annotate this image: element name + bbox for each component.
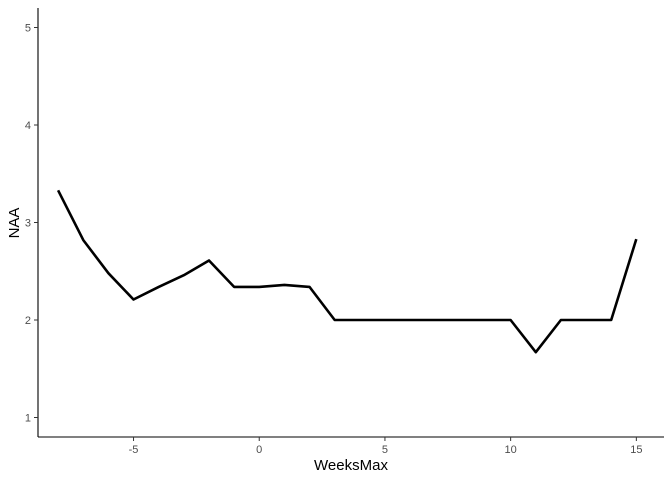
x-tick-label: 10 xyxy=(505,444,517,456)
y-tick-label: 4 xyxy=(25,120,31,132)
plot-area: -5 0 5 10 15 1 2 3 4 5 xyxy=(25,8,664,456)
x-axis-title: WeeksMax xyxy=(314,457,388,474)
x-tick-label: 0 xyxy=(256,444,262,456)
y-tick-label: 1 xyxy=(25,413,31,425)
y-tick-label: 5 xyxy=(25,23,31,35)
y-axis-title: NAA xyxy=(6,208,23,239)
x-tick-label: 5 xyxy=(382,444,388,456)
x-tick-label: -5 xyxy=(129,444,139,456)
series-line xyxy=(56,189,638,354)
y-tick-label: 2 xyxy=(25,315,31,327)
x-tick-label: 15 xyxy=(630,444,642,456)
y-tick-label: 3 xyxy=(25,218,31,230)
